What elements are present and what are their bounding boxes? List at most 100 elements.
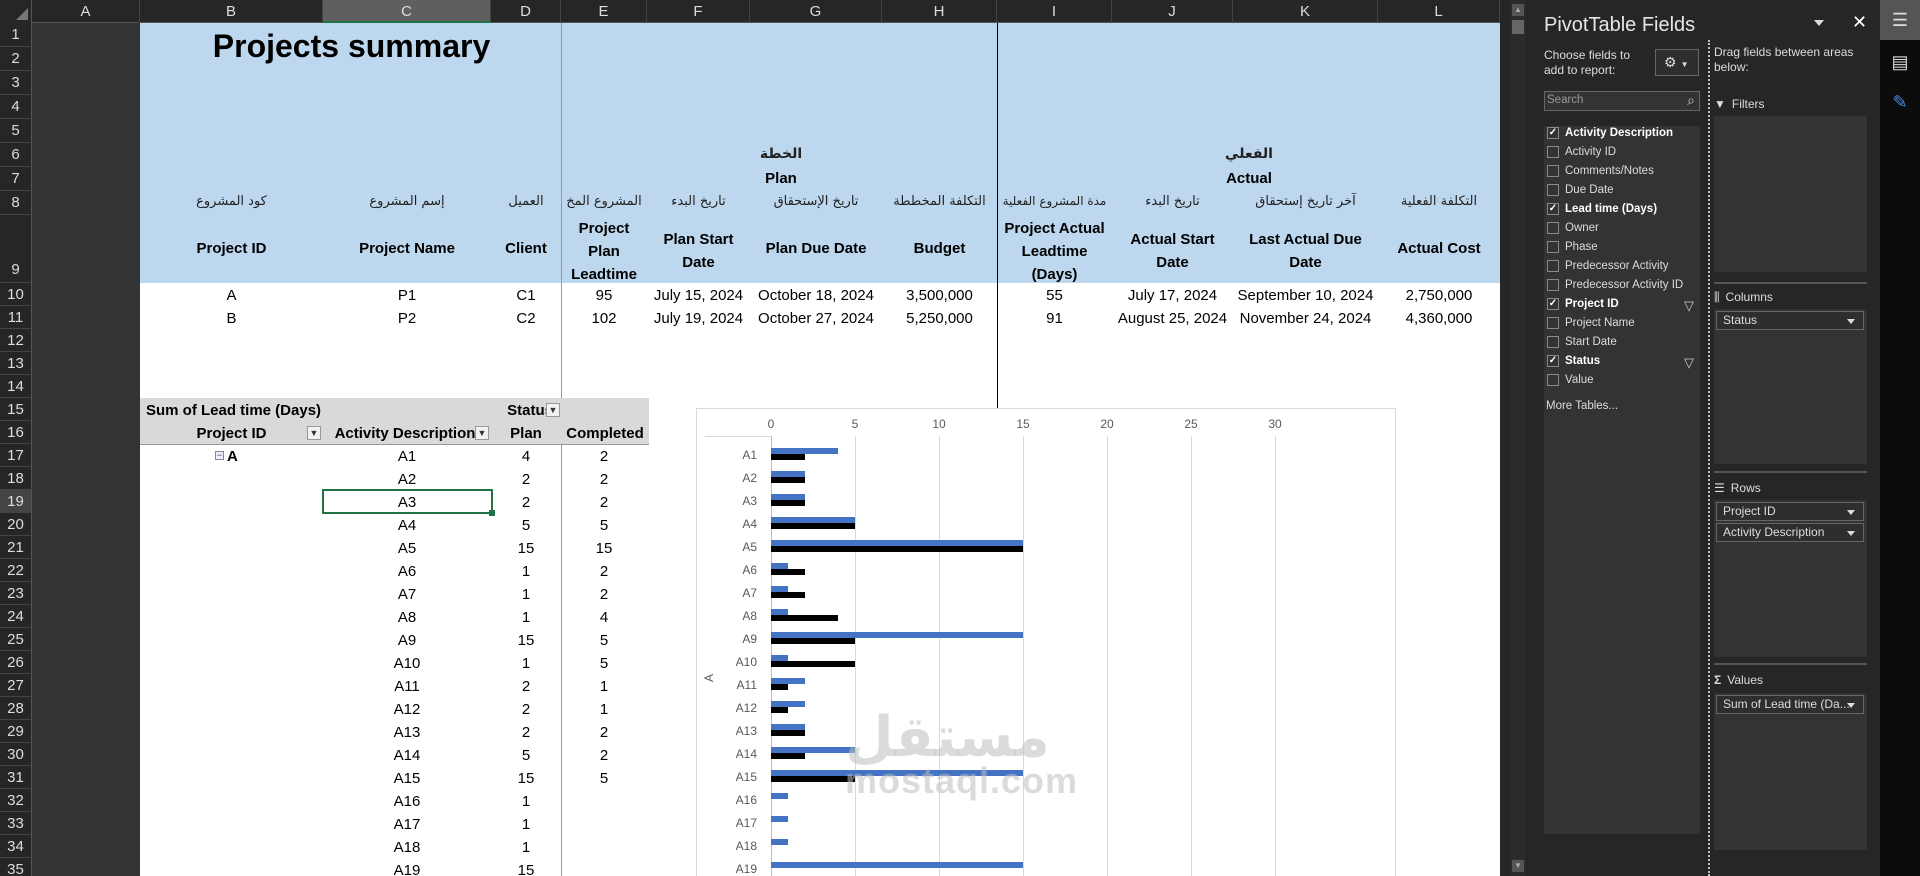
pivot-plan[interactable]: 5	[521, 747, 531, 764]
checkbox-icon[interactable]	[1547, 222, 1559, 234]
plan-bar[interactable]	[771, 793, 788, 799]
completed-bar[interactable]	[771, 523, 855, 529]
pivot-plan[interactable]: 15	[517, 770, 535, 787]
plan-bar[interactable]	[771, 517, 855, 523]
pivot-completed[interactable]: 2	[599, 471, 609, 488]
plan-bar[interactable]	[771, 724, 805, 730]
row-header[interactable]: 1	[0, 23, 32, 47]
column-header-l[interactable]: L	[1378, 0, 1500, 23]
pivot-plan[interactable]: 1	[521, 586, 531, 603]
column-header-b[interactable]: B	[140, 0, 323, 23]
rows-item-activity-description[interactable]: Activity Description	[1716, 523, 1864, 542]
plan-bar[interactable]	[771, 494, 805, 500]
pivot-activity[interactable]: A6	[397, 563, 417, 580]
pivot-activity[interactable]: A16	[393, 793, 421, 810]
values-drop-area[interactable]	[1714, 693, 1867, 850]
field-predecessor-activity-id[interactable]: Predecessor Activity ID	[1547, 279, 1683, 297]
row-header[interactable]: 23	[0, 582, 32, 605]
pivot-plan[interactable]: 15	[517, 632, 535, 649]
pivot-activity[interactable]: A2	[397, 471, 417, 488]
row-header[interactable]: 7	[0, 167, 32, 191]
pivot-completed[interactable]: 2	[599, 494, 609, 511]
checkbox-icon[interactable]	[1547, 184, 1559, 196]
row-header[interactable]: 35	[0, 858, 32, 876]
cell[interactable]: November 24, 2024	[1239, 310, 1372, 327]
plan-bar[interactable]	[771, 678, 805, 684]
cell[interactable]: July 15, 2024	[653, 287, 744, 304]
pivot-plan[interactable]: 1	[521, 816, 531, 833]
row-header-selected[interactable]: 19	[0, 490, 32, 513]
completed-bar[interactable]	[771, 684, 788, 690]
completed-bar[interactable]	[771, 661, 855, 667]
row-header[interactable]: 27	[0, 674, 32, 697]
active-cell-selection[interactable]	[322, 489, 495, 516]
vertical-scrollbar[interactable]: ▲ ▼	[1510, 0, 1526, 876]
cell[interactable]: C1	[516, 287, 536, 304]
values-item-sum-lead-time[interactable]: Sum of Lead time (Da...	[1716, 695, 1864, 714]
cell[interactable]: July 19, 2024	[653, 310, 744, 327]
plan-bar[interactable]	[771, 747, 855, 753]
cell[interactable]: July 17, 2024	[1127, 287, 1218, 304]
settings-gear-button[interactable]: ⚙ ▼	[1655, 49, 1699, 76]
row-header[interactable]: 22	[0, 559, 32, 582]
pivot-completed[interactable]: 1	[599, 701, 609, 718]
completed-bar[interactable]	[771, 753, 805, 759]
field-comments-notes[interactable]: Comments/Notes	[1547, 165, 1654, 183]
field-due-date[interactable]: Due Date	[1547, 184, 1614, 202]
plan-bar[interactable]	[771, 563, 788, 569]
plan-bar[interactable]	[771, 770, 1023, 776]
pivot-completed[interactable]: 1	[599, 678, 609, 695]
column-header-f[interactable]: F	[647, 0, 750, 23]
row-header[interactable]: 32	[0, 789, 32, 812]
pivot-plan[interactable]: 15	[517, 540, 535, 557]
checkbox-icon[interactable]	[1547, 165, 1559, 177]
columns-item-status[interactable]: Status	[1716, 311, 1864, 330]
cell[interactable]: 55	[1046, 287, 1063, 304]
more-tables-link[interactable]: More Tables...	[1546, 400, 1619, 412]
row-header[interactable]: 6	[0, 143, 32, 167]
completed-bar[interactable]	[771, 707, 788, 713]
completed-bar[interactable]	[771, 615, 839, 621]
pivot-plan[interactable]: 2	[521, 724, 531, 741]
row-header[interactable]: 34	[0, 835, 32, 858]
filter-funnel-icon[interactable]: ▽	[1684, 298, 1694, 313]
checkbox-icon[interactable]	[1547, 317, 1559, 329]
pivot-plan[interactable]: 4	[521, 448, 531, 465]
table-layout-icon[interactable]: ▤	[1891, 52, 1909, 72]
project-id-filter-button[interactable]: ▼	[307, 426, 321, 440]
field-lead-time[interactable]: ✓ Lead time (Days)	[1547, 203, 1658, 216]
scroll-down-icon[interactable]: ▼	[1512, 860, 1524, 872]
cell[interactable]: 5,250,000	[906, 310, 973, 327]
format-brush-icon[interactable]: ✎	[1892, 92, 1908, 112]
row-header[interactable]: 9	[0, 215, 32, 283]
completed-bar[interactable]	[771, 477, 805, 483]
field-phase[interactable]: Phase	[1547, 241, 1598, 259]
cell[interactable]: September 10, 2024	[1237, 287, 1374, 304]
row-header[interactable]: 33	[0, 812, 32, 835]
field-predecessor-activity[interactable]: Predecessor Activity	[1547, 260, 1669, 278]
scroll-thumb[interactable]	[1512, 20, 1524, 34]
pivot-activity[interactable]: A10	[393, 655, 421, 672]
pivot-completed[interactable]: 5	[599, 517, 609, 534]
cell[interactable]: C2	[516, 310, 536, 327]
completed-bar[interactable]	[771, 592, 805, 598]
field-status[interactable]: ✓ Status	[1547, 355, 1601, 368]
pivot-activity[interactable]: A17	[393, 816, 421, 833]
columns-drop-area[interactable]	[1714, 309, 1867, 464]
pivot-activity[interactable]: A11	[394, 678, 420, 695]
pivot-plan[interactable]: 5	[521, 517, 531, 534]
pivot-activity[interactable]: A7	[397, 586, 417, 603]
pivot-activity[interactable]: A13	[393, 724, 421, 741]
row-header[interactable]: 17	[0, 444, 32, 467]
field-project-id[interactable]: ✓ Project ID	[1547, 298, 1619, 311]
row-header[interactable]: 21	[0, 536, 32, 559]
pivot-completed[interactable]: 2	[599, 586, 609, 603]
checkbox-icon[interactable]	[1547, 336, 1559, 348]
cell[interactable]: 91	[1046, 310, 1063, 327]
column-header-c[interactable]: C	[323, 0, 491, 23]
cell[interactable]: 3,500,000	[906, 287, 973, 304]
checkbox-checked-icon[interactable]: ✓	[1547, 203, 1559, 215]
pivot-completed[interactable]: 2	[599, 724, 609, 741]
field-start-date[interactable]: Start Date	[1547, 336, 1617, 354]
pivot-plan[interactable]: 1	[521, 655, 531, 672]
